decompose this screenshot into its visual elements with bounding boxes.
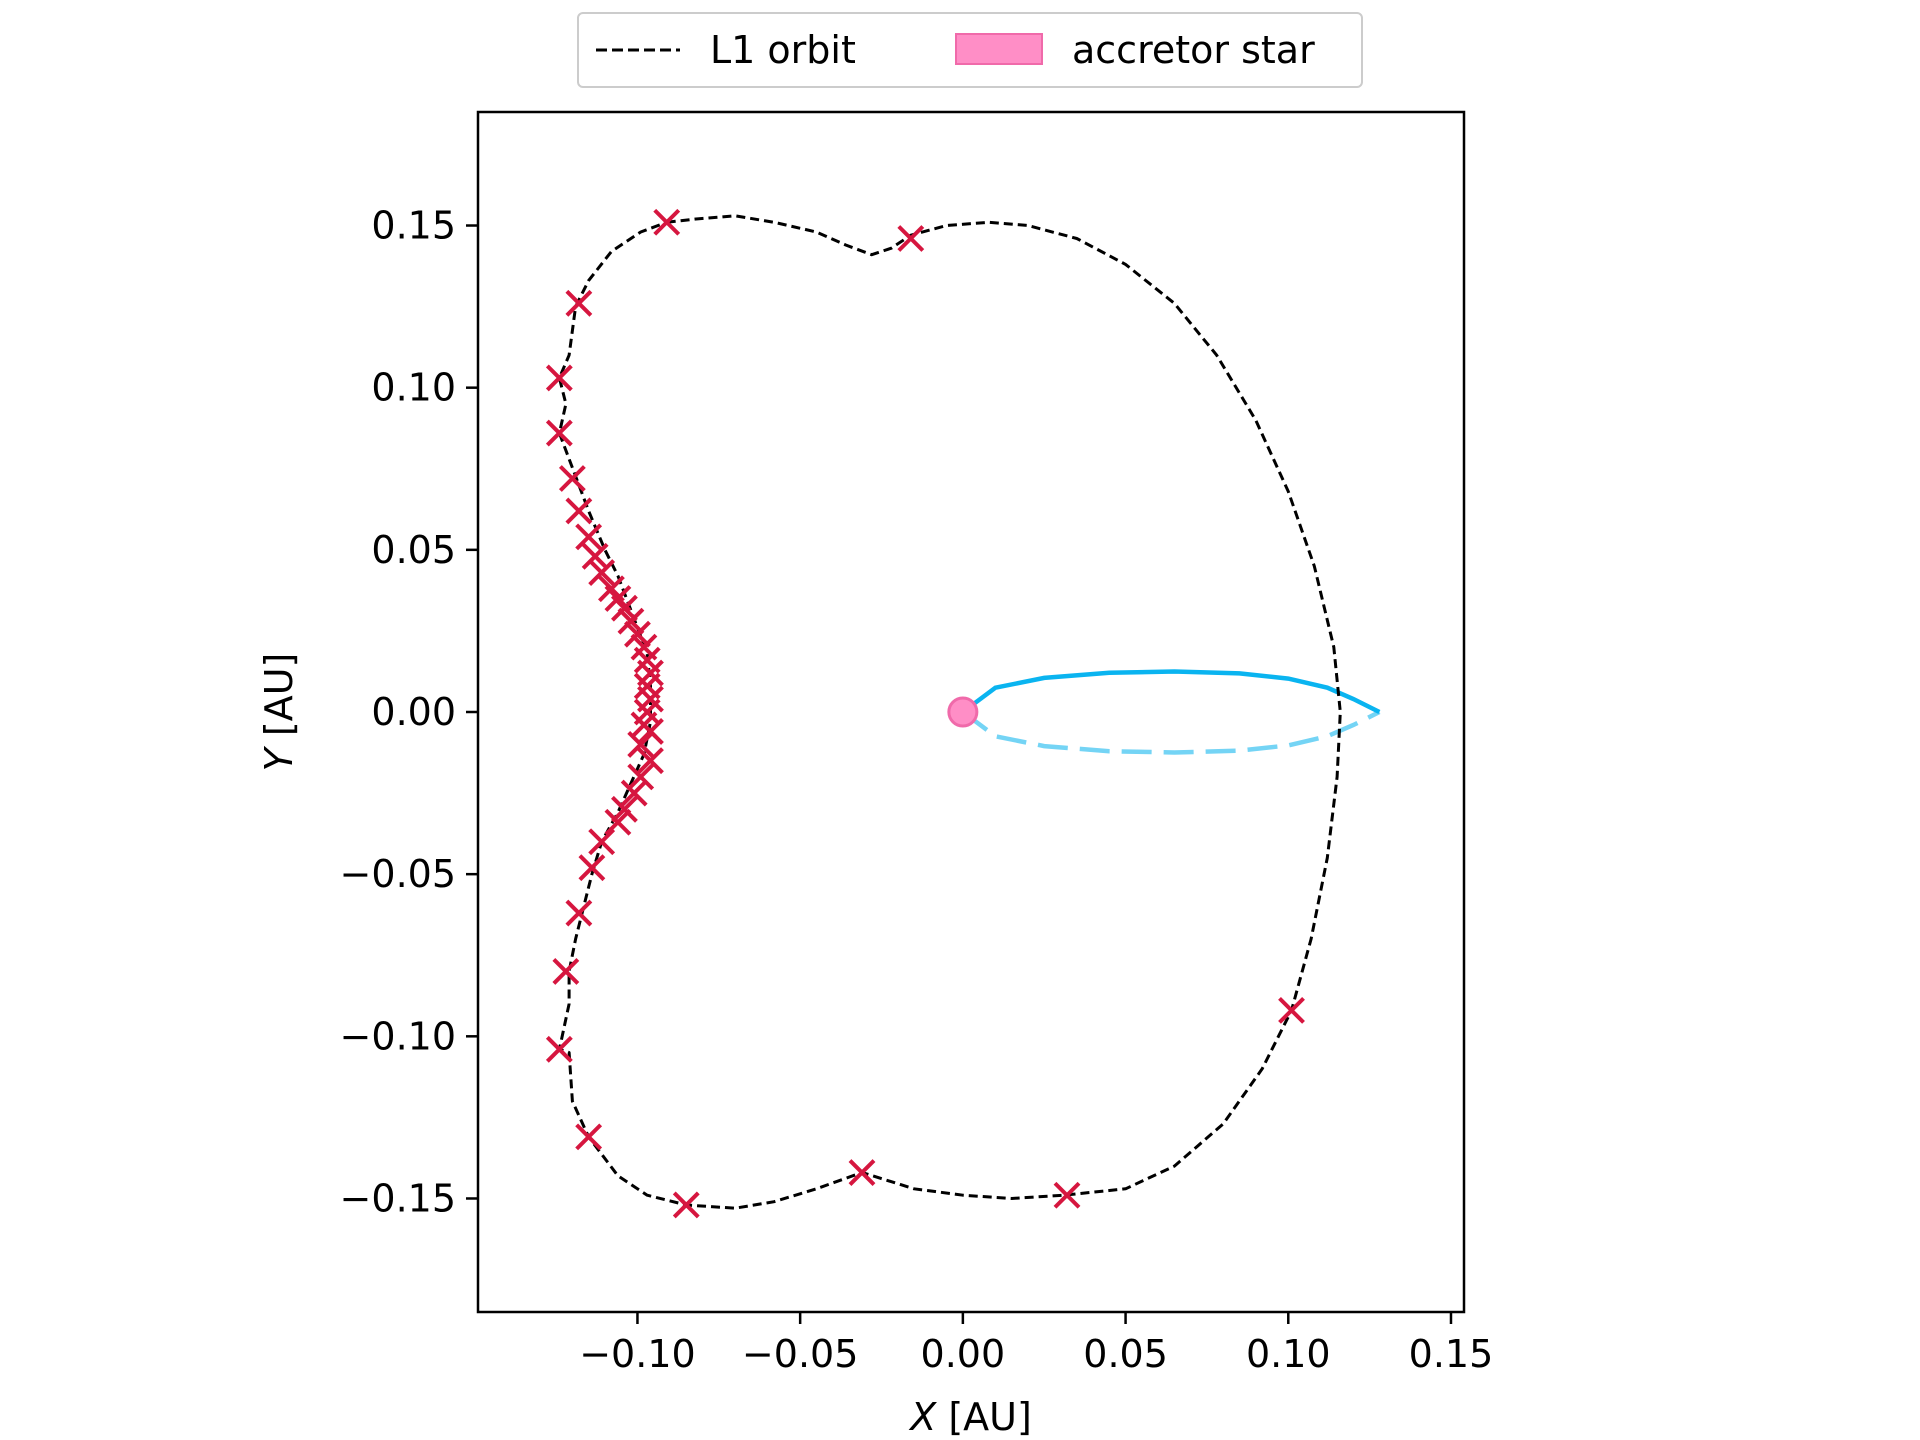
orbit-front-line <box>961 669 1381 715</box>
x-marker <box>1278 996 1305 1024</box>
y-tick-label: −0.15 <box>340 1176 456 1220</box>
x-marker <box>575 523 603 551</box>
x-marker <box>627 763 655 791</box>
x-marker <box>545 1035 573 1063</box>
x-marker <box>558 465 586 492</box>
x-marker <box>627 731 655 758</box>
x-marker <box>588 828 616 856</box>
x-axis-unit: [AU] <box>936 1395 1032 1439</box>
x-tick-label: 0.10 <box>1246 1332 1331 1376</box>
y-tick-label: −0.05 <box>340 852 456 896</box>
y-tick-label: −0.10 <box>340 1014 456 1058</box>
x-marker <box>637 718 664 745</box>
x-marker <box>624 620 651 648</box>
x-marker <box>581 542 609 570</box>
x-axis-title: X [AU] <box>908 1395 1032 1439</box>
x-marker <box>1053 1181 1081 1209</box>
x-marker <box>653 208 681 236</box>
y-axis-unit: [AU] <box>257 653 301 749</box>
x-axis-var: X <box>908 1395 937 1439</box>
x-marker <box>575 1123 603 1151</box>
x-marker <box>578 854 606 882</box>
y-tick-label: 0.05 <box>371 528 456 572</box>
legend-l1-label: L1 orbit <box>710 28 856 72</box>
y-axis-title: Y [AU] <box>257 653 301 772</box>
x-marker <box>565 899 593 927</box>
x-marker <box>897 225 925 252</box>
x-marker <box>848 1159 876 1186</box>
x-marker <box>620 779 648 807</box>
legend: L1 orbit accretor star <box>577 12 1363 88</box>
x-tick-label: 0.00 <box>921 1332 1006 1376</box>
x-marker <box>617 607 645 635</box>
x-marker <box>565 289 593 317</box>
y-axis-ticks: −0.15 −0.10 −0.05 0.00 0.05 0.10 0.15 <box>340 204 478 1220</box>
orbit-back-line <box>961 709 1381 755</box>
l1-orbit-line <box>557 214 1342 1210</box>
y-axis-var: Y <box>257 745 301 771</box>
x-marker <box>611 594 638 622</box>
x-marker <box>565 497 593 525</box>
x-marker <box>545 419 573 447</box>
y-tick-label: 0.10 <box>371 366 456 410</box>
x-marker <box>637 747 664 775</box>
x-marker <box>672 1191 700 1219</box>
x-marker <box>552 958 580 985</box>
x-tick-label: 0.15 <box>1409 1332 1494 1376</box>
x-marker <box>604 808 632 836</box>
x-tick-label: −0.10 <box>579 1332 695 1376</box>
y-tick-label: 0.15 <box>371 204 456 248</box>
legend-accretor-swatch <box>955 33 1043 65</box>
plot-elements <box>545 208 1381 1219</box>
x-tick-label: −0.05 <box>742 1332 858 1376</box>
accretor-star-marker <box>947 696 979 728</box>
x-marker <box>588 559 616 586</box>
y-tick-label: 0.00 <box>371 690 456 734</box>
legend-accretor-label: accretor star <box>1072 28 1315 72</box>
x-marker <box>611 795 638 823</box>
x-marker <box>545 364 573 392</box>
x-tick-label: 0.05 <box>1083 1332 1168 1376</box>
x-axis-ticks: −0.10 −0.05 0.00 0.05 0.10 0.15 <box>579 1312 1493 1376</box>
